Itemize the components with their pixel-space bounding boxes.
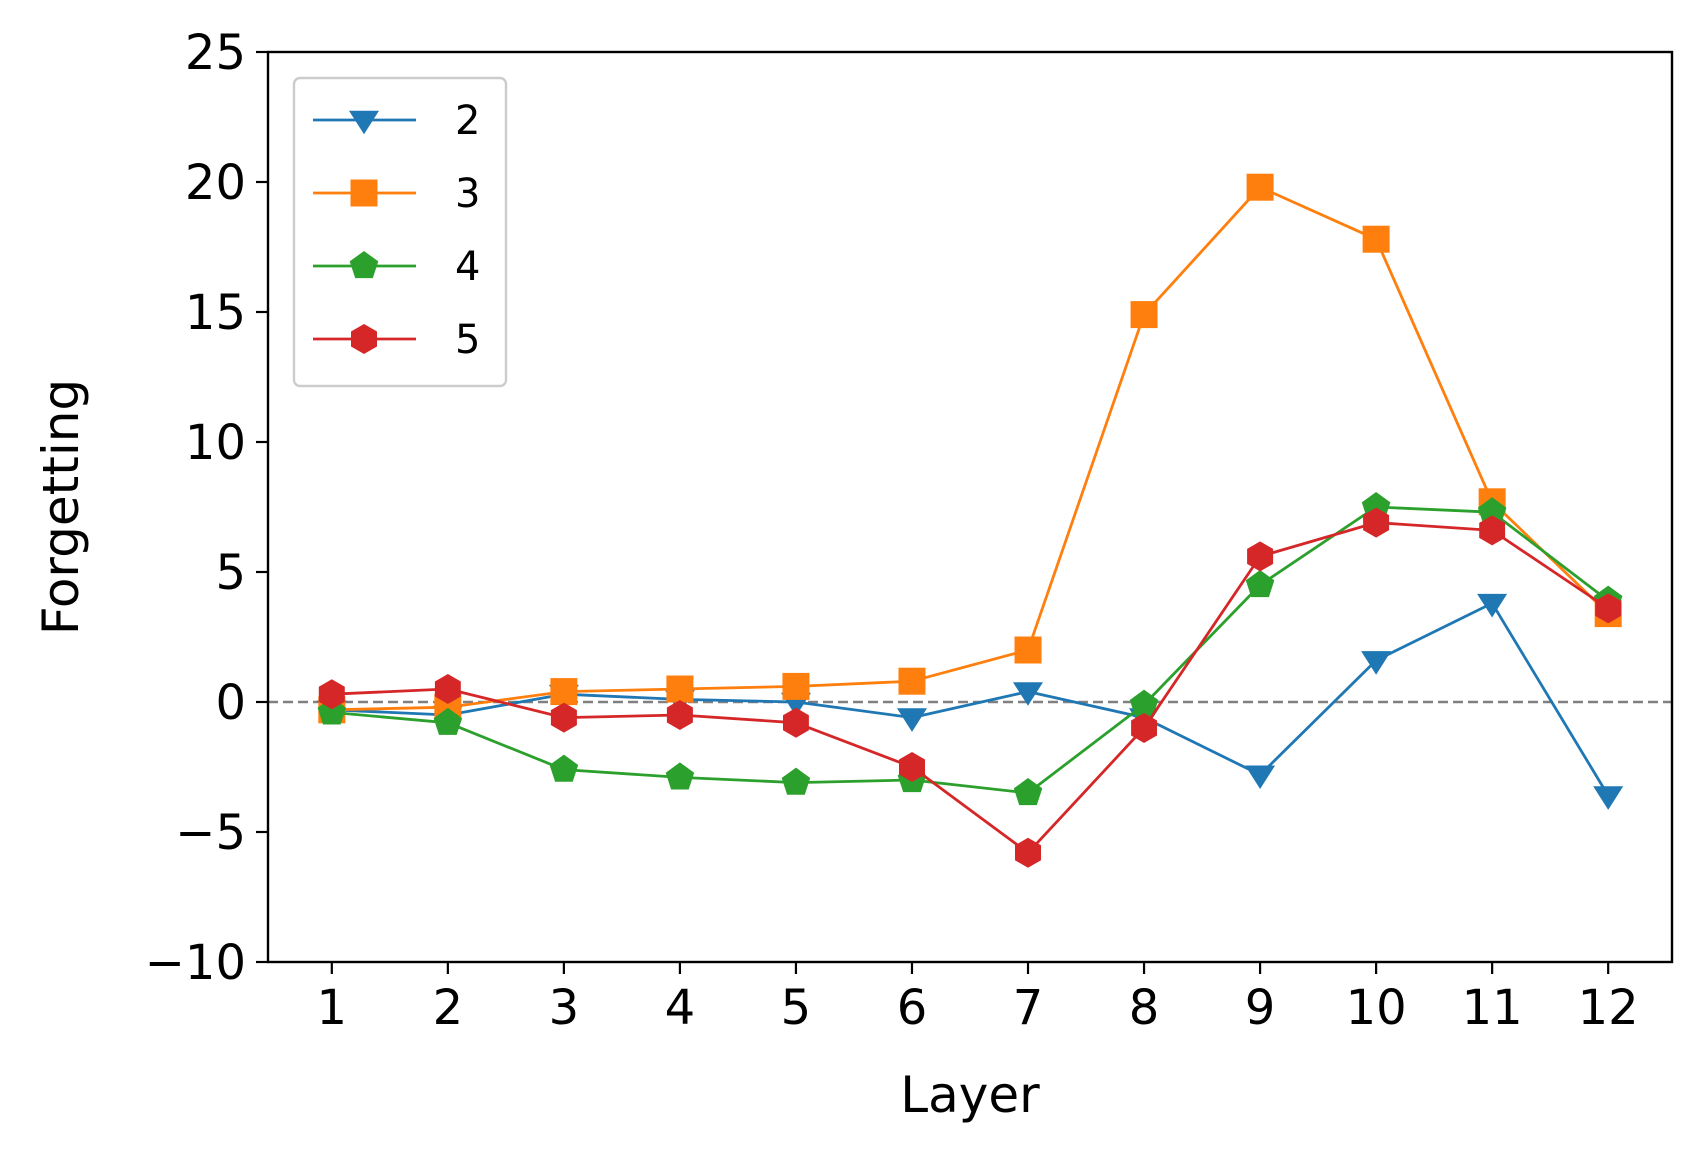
series-4-point <box>1129 689 1159 717</box>
series-5-point <box>1247 541 1274 572</box>
x-axis-label: Layer <box>900 1066 1040 1124</box>
y-tick-label: 10 <box>185 415 246 471</box>
series-5-point <box>1131 713 1157 743</box>
series-5-point <box>318 679 345 710</box>
x-tick-label: 8 <box>1129 980 1160 1036</box>
y-tick-label: −10 <box>145 935 246 991</box>
series-4-point <box>1477 497 1507 525</box>
legend-label-2: 2 <box>455 98 480 144</box>
series-5-point <box>666 700 693 730</box>
x-tick-label: 12 <box>1578 980 1639 1036</box>
legend-marker-3 <box>350 179 378 207</box>
legend-marker-5 <box>351 324 377 354</box>
x-tick-label: 9 <box>1245 980 1276 1036</box>
y-axis-label: Forgetting <box>32 379 90 635</box>
y-tick-label: 15 <box>185 285 246 341</box>
x-tick-label: 7 <box>1013 980 1044 1036</box>
x-tick-label: 10 <box>1346 980 1407 1036</box>
y-tick-label: 5 <box>215 545 246 601</box>
series-3-line <box>331 185 1610 712</box>
legend-marker-2 <box>349 110 379 135</box>
series-2-point <box>1361 651 1392 675</box>
x-tick-label: 2 <box>433 980 464 1036</box>
legend-label-3: 3 <box>455 171 480 217</box>
series-2-point <box>1477 593 1508 618</box>
series-3-point <box>782 672 810 700</box>
series-4-point <box>665 762 695 790</box>
x-tick-label: 1 <box>317 980 348 1036</box>
series-4-point <box>1245 570 1275 598</box>
series-5-point <box>1015 837 1041 868</box>
series-2-point <box>897 708 927 732</box>
x-tick-label: 3 <box>549 980 580 1036</box>
series-5-point <box>434 674 461 704</box>
series-2-point <box>1013 682 1043 706</box>
x-tick-label: 6 <box>897 980 928 1036</box>
legend-box <box>292 76 508 388</box>
series-3-point <box>1362 225 1390 253</box>
series-5-point <box>899 752 925 782</box>
y-tick-label: −5 <box>175 805 246 861</box>
series-4-point <box>433 707 463 735</box>
series-3-point <box>898 667 926 695</box>
series-5-point <box>1479 515 1506 546</box>
series-4-point <box>781 767 811 795</box>
x-tick-label: 5 <box>781 980 812 1036</box>
series-5 <box>318 507 1622 868</box>
plot-frame <box>266 50 1674 964</box>
series-4-line <box>331 505 1610 795</box>
y-tick-label: 25 <box>185 25 246 81</box>
series-5-point <box>1363 507 1390 538</box>
series-5-point <box>550 702 577 733</box>
series-3 <box>318 173 1622 724</box>
y-tick-label: 20 <box>185 155 246 211</box>
series-3-point <box>1130 301 1158 329</box>
legend-label-5: 5 <box>455 317 480 363</box>
series-3-point <box>550 678 578 706</box>
series-2-line <box>331 601 1610 797</box>
series-5-point <box>1595 593 1622 624</box>
x-tick-label: 11 <box>1462 980 1523 1036</box>
series-4-point <box>1013 778 1043 806</box>
series-3-point <box>1014 636 1042 664</box>
series-2-point <box>1593 786 1624 810</box>
legend-marker-4 <box>349 251 379 279</box>
y-tick-label: 0 <box>215 675 246 731</box>
series-2-point <box>1245 765 1276 789</box>
series-3-point <box>666 675 694 703</box>
series-5-line <box>331 521 1609 855</box>
series-5-point <box>783 707 809 738</box>
series-layer <box>316 173 1624 868</box>
series-4-point <box>549 754 579 782</box>
legend: 2 3 4 5 <box>292 76 508 388</box>
series-3-point <box>1246 173 1274 201</box>
legend-label-4: 4 <box>455 244 480 290</box>
x-tick-label: 4 <box>665 980 696 1036</box>
